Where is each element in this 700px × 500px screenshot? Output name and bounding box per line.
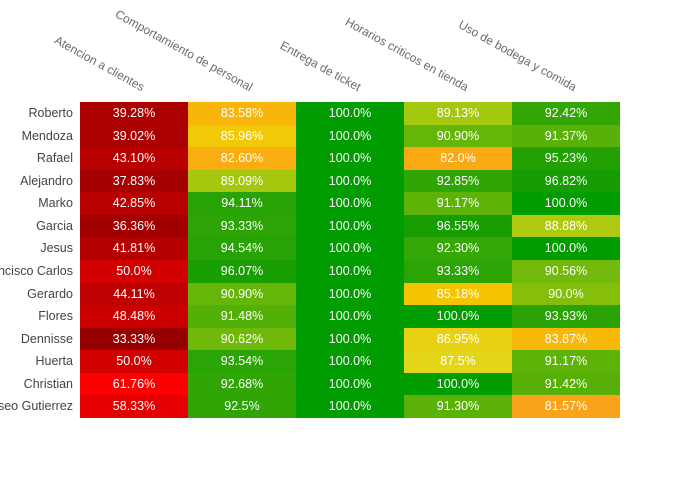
heatmap-cell[interactable]: 36.36% xyxy=(80,214,188,238)
heatmap-cell[interactable]: 100.0% xyxy=(296,192,404,215)
row-label: Garcia xyxy=(36,218,73,233)
heatmap-cell[interactable]: 85.18% xyxy=(404,282,512,306)
heatmap-cell[interactable]: 100.0% xyxy=(296,327,404,351)
heatmap-cell[interactable]: 100.0% xyxy=(296,147,404,170)
heatmap-cell[interactable]: 100.0% xyxy=(296,169,404,193)
row-label: Alejandro xyxy=(20,173,73,188)
heatmap-cell[interactable]: 90.90% xyxy=(188,282,296,306)
heatmap-cell[interactable]: 89.09% xyxy=(188,169,296,193)
column-header: Uso de bodega y comida xyxy=(456,17,580,95)
heatmap-cell[interactable]: 100.0% xyxy=(404,305,512,328)
heatmap-cell[interactable]: 96.07% xyxy=(188,259,296,283)
heatmap-cell[interactable]: 90.0% xyxy=(512,282,620,306)
heatmap-cell[interactable]: 93.54% xyxy=(188,350,296,373)
heatmap-cell[interactable]: 100.0% xyxy=(404,372,512,396)
heatmap-cell[interactable]: 42.85% xyxy=(80,192,188,215)
heatmap-cell[interactable]: 44.11% xyxy=(80,282,188,306)
heatmap-cell[interactable]: 100.0% xyxy=(296,372,404,396)
heatmap-cell[interactable]: 100.0% xyxy=(296,124,404,148)
heatmap-cell[interactable]: 100.0% xyxy=(296,259,404,283)
heatmap-cell[interactable]: 100.0% xyxy=(296,282,404,306)
heatmap-cell[interactable]: 100.0% xyxy=(296,237,404,260)
row-label: Flores xyxy=(38,309,73,324)
heatmap-cell[interactable]: 86.95% xyxy=(404,327,512,351)
heatmap-cell[interactable]: 88.88% xyxy=(512,214,620,238)
heatmap-cell[interactable]: 81.57% xyxy=(512,395,620,418)
row-label: Gerardo xyxy=(27,286,73,301)
heatmap-cell[interactable]: 93.93% xyxy=(512,305,620,328)
heatmap-cell[interactable]: 92.68% xyxy=(188,372,296,396)
heatmap-cell[interactable]: 83.87% xyxy=(512,327,620,351)
heatmap-cell[interactable]: 90.56% xyxy=(512,259,620,283)
row-label: Dennisse xyxy=(20,331,73,346)
heatmap-cell[interactable]: 92.42% xyxy=(512,102,620,125)
row-labels: Roberto Mendoza Rafael Alejandro Marko Garcia… xyxy=(0,102,73,418)
heatmap-cell[interactable]: 94.11% xyxy=(188,192,296,215)
heatmap-grid: 39.28% 83.58% 100.0% 89.13% 92.42% 39.02% 85.9… xyxy=(80,102,620,418)
heatmap-cell[interactable]: 92.85% xyxy=(404,169,512,193)
heatmap-cell[interactable]: 90.62% xyxy=(188,327,296,351)
heatmap-cell[interactable]: 39.28% xyxy=(80,102,188,125)
heatmap-cell[interactable]: 93.33% xyxy=(188,214,296,238)
heatmap-cell[interactable]: 92.5% xyxy=(188,395,296,418)
heatmap-cell[interactable]: 95.23% xyxy=(512,147,620,170)
heatmap-cell[interactable]: 93.33% xyxy=(404,259,512,283)
row-label: Marko xyxy=(38,196,73,211)
heatmap-cell[interactable]: 100.0% xyxy=(512,192,620,215)
heatmap-cell[interactable]: 39.02% xyxy=(80,124,188,148)
row-label: Jesus xyxy=(40,241,73,256)
row-label: Rafael xyxy=(36,151,73,166)
heatmap-cell[interactable]: 85.96% xyxy=(188,124,296,148)
heatmap-cell[interactable]: 90.90% xyxy=(404,124,512,148)
heatmap-cell[interactable]: 91.48% xyxy=(188,305,296,328)
heatmap-cell[interactable]: 82.60% xyxy=(188,147,296,170)
heatmap-cell[interactable]: 41.81% xyxy=(80,237,188,260)
heatmap-cell[interactable]: 91.17% xyxy=(404,192,512,215)
heatmap-cell[interactable]: 91.17% xyxy=(512,350,620,373)
heatmap-cell[interactable]: 94.54% xyxy=(188,237,296,260)
heatmap-cell[interactable]: 91.30% xyxy=(404,395,512,418)
heatmap-cell[interactable]: 87.5% xyxy=(404,350,512,373)
row-label: seo Gutierrez xyxy=(0,399,73,414)
row-label: Roberto xyxy=(28,106,73,121)
heatmap-cell[interactable]: 50.0% xyxy=(80,259,188,283)
row-label: Christian xyxy=(23,376,73,391)
heatmap-cell[interactable]: 48.48% xyxy=(80,305,188,328)
heatmap-cell[interactable]: 82.0% xyxy=(404,147,512,170)
heatmap-cell[interactable]: 100.0% xyxy=(296,395,404,418)
heatmap-cell[interactable]: 100.0% xyxy=(512,237,620,260)
heatmap-cell[interactable]: 96.82% xyxy=(512,169,620,193)
row-label: Huerta xyxy=(35,354,73,369)
heatmap-cell[interactable]: 92.30% xyxy=(404,237,512,260)
heatmap-cell[interactable]: 96.55% xyxy=(404,214,512,238)
heatmap-cell[interactable]: 61.76% xyxy=(80,372,188,396)
heatmap-cell[interactable]: 100.0% xyxy=(296,214,404,238)
heatmap-cell[interactable]: 50.0% xyxy=(80,350,188,373)
heatmap-cell[interactable]: 83.58% xyxy=(188,102,296,125)
heatmap-cell[interactable]: 33.33% xyxy=(80,327,188,351)
heatmap-cell[interactable]: 100.0% xyxy=(296,305,404,328)
heatmap-cell[interactable]: 100.0% xyxy=(296,350,404,373)
column-header: Atencion a clientes xyxy=(52,33,148,95)
column-header: Entrega de ticket xyxy=(277,38,364,95)
heatmap-cell[interactable]: 100.0% xyxy=(296,102,404,125)
row-label: ncisco Carlos xyxy=(0,264,73,279)
heatmap-cell[interactable]: 58.33% xyxy=(80,395,188,418)
heatmap-cell[interactable]: 43.10% xyxy=(80,147,188,170)
heatmap-cell[interactable]: 37.83% xyxy=(80,169,188,193)
heatmap-cell[interactable]: 91.37% xyxy=(512,124,620,148)
row-label: Mendoza xyxy=(21,128,73,143)
heatmap-cell[interactable]: 91.42% xyxy=(512,372,620,396)
heatmap-cell[interactable]: 89.13% xyxy=(404,102,512,125)
